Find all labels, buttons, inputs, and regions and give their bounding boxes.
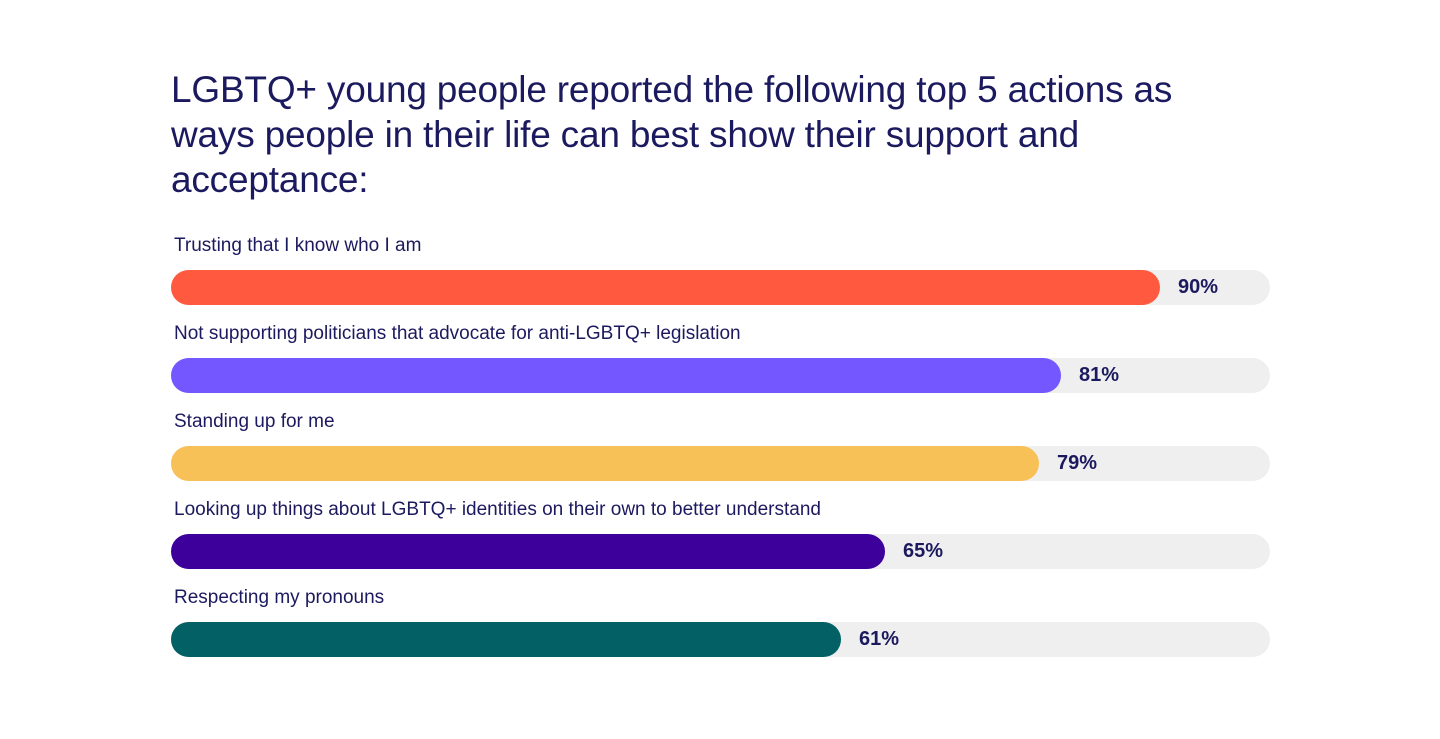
bar-category-label: Respecting my pronouns (174, 587, 385, 608)
bar-fill (171, 534, 885, 569)
bar-value-label: 81% (1079, 364, 1120, 386)
bar-value-label: 79% (1057, 452, 1098, 474)
bar-fill (171, 270, 1160, 305)
bar-category-label: Trusting that I know who I am (174, 235, 422, 256)
bar-row: Respecting my pronouns 61% (171, 586, 1270, 674)
bar-value-label: 90% (1178, 276, 1219, 298)
bar-category-label: Not supporting politicians that advocate… (174, 323, 741, 344)
bar-track (171, 358, 1270, 393)
bar-row: Not supporting politicians that advocate… (171, 322, 1270, 410)
bar-fill (171, 446, 1039, 481)
bar-chart: Trusting that I know who I am 90% Not supp… (171, 234, 1270, 674)
bar-track (171, 446, 1270, 481)
bar-track (171, 270, 1270, 305)
bar-category-label: Looking up things about LGBTQ+ identitie… (174, 499, 821, 520)
bar-value-label: 65% (903, 540, 944, 562)
bar-value-label: 61% (859, 628, 900, 650)
bar-track (171, 534, 1270, 569)
bar-fill (171, 622, 841, 657)
bar-track (171, 622, 1270, 657)
bar-row: Trusting that I know who I am 90% (171, 234, 1270, 322)
chart-title: LGBTQ+ young people reported the followi… (171, 69, 1173, 200)
bar-row: Standing up for me 79% (171, 410, 1270, 498)
bar-fill (171, 358, 1061, 393)
bar-category-label: Standing up for me (174, 411, 335, 432)
bar-row: Looking up things about LGBTQ+ identitie… (171, 498, 1270, 586)
